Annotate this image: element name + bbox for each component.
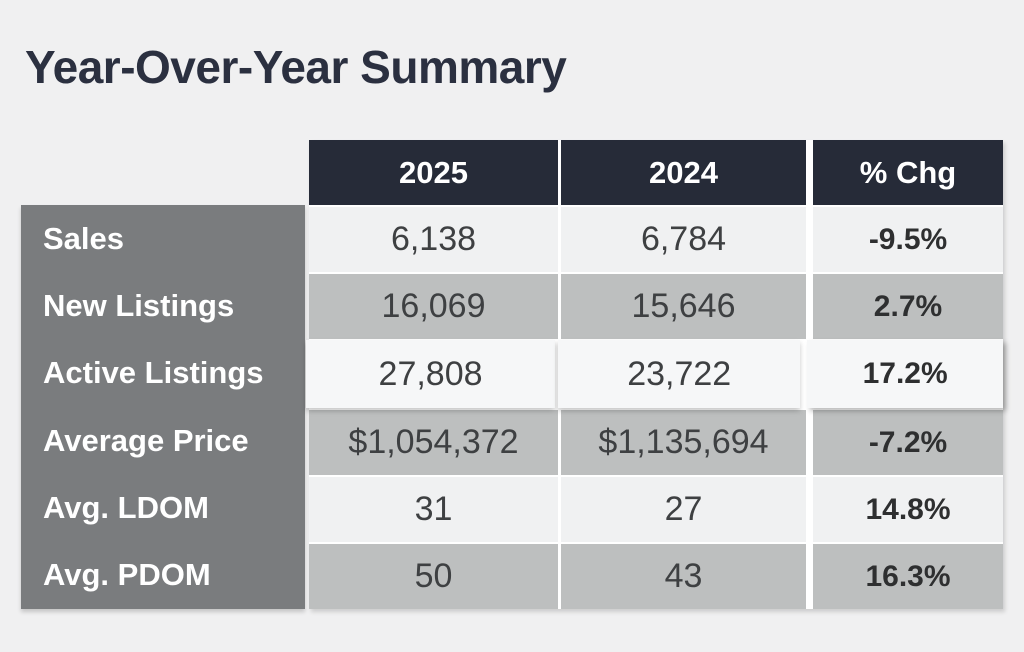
row-label-new-listings: New Listings <box>43 287 235 323</box>
cell-avg-ldom-2024: 27 <box>561 477 806 542</box>
table-row-avg-ldom: 31 27 14.8% <box>309 477 1003 542</box>
row-label-avg-ldom: Avg. LDOM <box>43 489 209 525</box>
table-row-sales: 6,138 6,784 -9.5% <box>309 207 1003 272</box>
cell-sales-chg: -9.5% <box>813 207 1003 272</box>
column-header-2024: 2024 <box>561 140 806 205</box>
page-title: Year-Over-Year Summary <box>25 41 567 93</box>
cell-average-price-2024: $1,135,694 <box>561 410 806 475</box>
table-row-new-listings: 16,069 15,646 2.7% <box>309 274 1003 339</box>
cell-active-listings-2025: 27,808 <box>306 340 556 408</box>
cell-active-listings-2024: 23,722 <box>558 340 801 408</box>
cell-avg-pdom-2024: 43 <box>561 544 806 609</box>
cell-new-listings-2025: 16,069 <box>309 274 558 339</box>
row-label-sales: Sales <box>43 220 125 256</box>
yoy-table: 2025 2024 % Chg 6,138 6,784 -9.5% 16,069… <box>306 140 1003 609</box>
cell-active-listings-chg: 17.2% <box>807 340 1003 408</box>
cell-new-listings-2024: 15,646 <box>561 274 806 339</box>
table-header-row: 2025 2024 % Chg <box>309 140 1003 205</box>
table-row-active-listings-highlighted: 27,808 23,722 17.2% <box>306 340 1003 408</box>
cell-average-price-chg: -7.2% <box>813 410 1003 475</box>
cell-avg-pdom-chg: 16.3% <box>813 544 1003 609</box>
row-label-average-price: Average Price <box>43 422 249 458</box>
table-row-average-price: $1,054,372 $1,135,694 -7.2% <box>309 410 1003 475</box>
row-label-avg-pdom: Avg. PDOM <box>43 557 211 593</box>
column-header-2025: 2025 <box>309 140 558 205</box>
cell-avg-ldom-2025: 31 <box>309 477 558 542</box>
cell-sales-2024: 6,784 <box>561 207 806 272</box>
cell-avg-ldom-chg: 14.8% <box>813 477 1003 542</box>
row-label-active-listings: Active Listings <box>43 355 264 391</box>
cell-sales-2025: 6,138 <box>309 207 558 272</box>
row-label-column: Sales New Listings Active Listings Avera… <box>21 205 305 609</box>
cell-new-listings-chg: 2.7% <box>813 274 1003 339</box>
cell-average-price-2025: $1,054,372 <box>309 410 558 475</box>
column-header-pct-chg: % Chg <box>813 140 1003 205</box>
cell-avg-pdom-2025: 50 <box>309 544 558 609</box>
table-row-avg-pdom: 50 43 16.3% <box>309 544 1003 609</box>
